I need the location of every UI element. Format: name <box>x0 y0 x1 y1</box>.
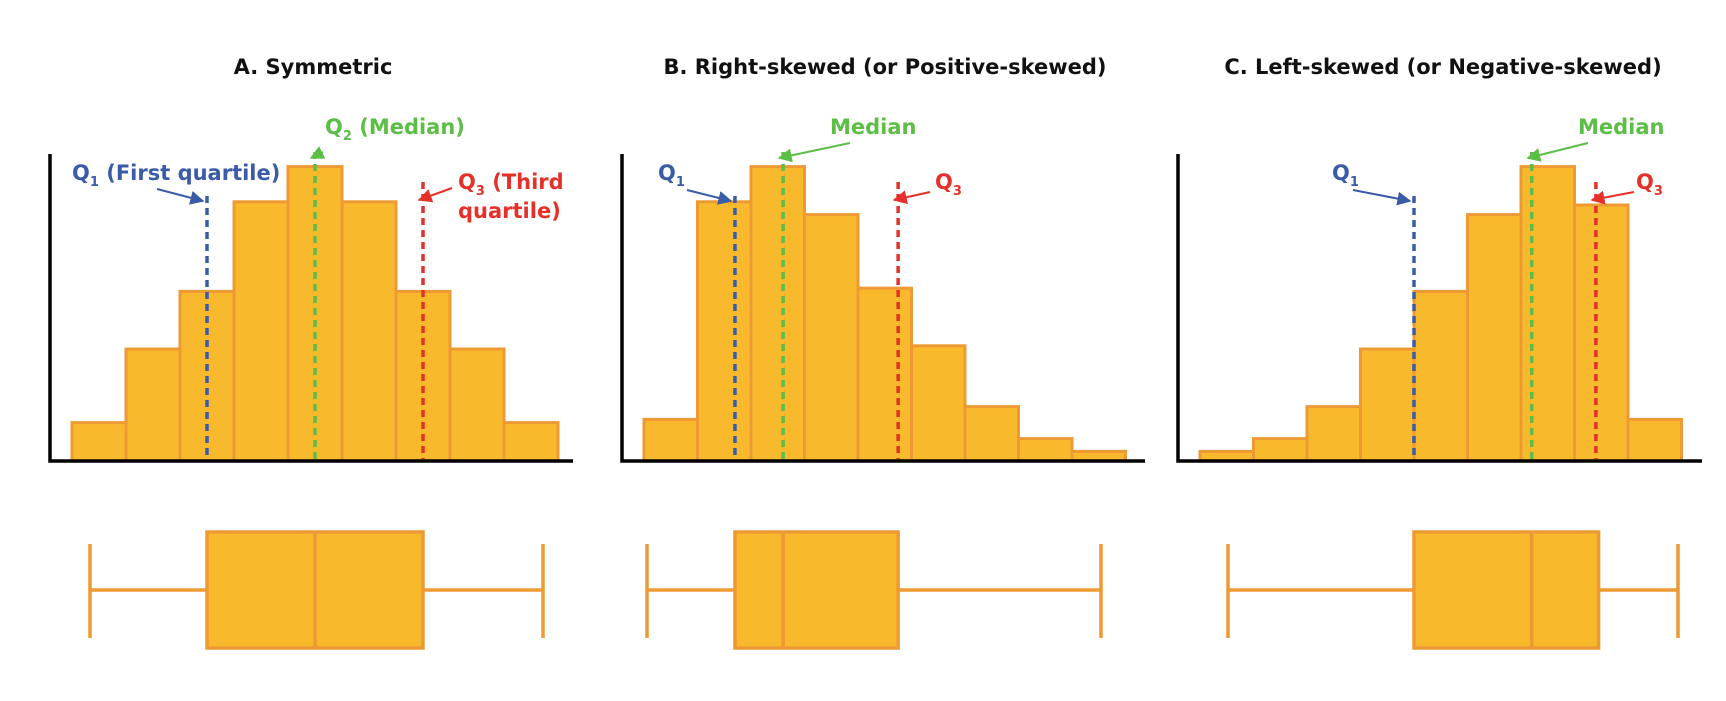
histogram-bar <box>1573 203 1630 463</box>
q3-label-main: Q <box>935 170 953 194</box>
panel-right-skewed: B. Right-skewed (or Positive-skewed) Q1M… <box>620 55 1145 650</box>
panel-left-skewed: C. Left-skewed (or Negative-skewed) Q1Me… <box>1176 55 1702 650</box>
panel-title: C. Left-skewed (or Negative-skewed) <box>1224 55 1661 79</box>
box-iqr <box>1412 530 1601 650</box>
box-plot <box>1226 530 1680 650</box>
median-arrow <box>309 146 326 159</box>
histogram-bar <box>70 421 128 463</box>
histogram-bar <box>1359 347 1416 463</box>
q1-label: Q1 <box>658 161 685 190</box>
q1-label: Q1 <box>1332 161 1359 190</box>
median-label: Median <box>1578 115 1665 139</box>
histogram-bar <box>124 347 182 463</box>
q3-label-subscript: 3 <box>1654 184 1663 199</box>
median-arrow <box>1526 142 1589 162</box>
histogram-bar <box>1466 213 1523 463</box>
box-plot <box>645 530 1103 650</box>
median-label: Median <box>830 115 917 139</box>
box-iqr <box>733 530 900 650</box>
q1-label-rest: (First quartile) <box>99 161 280 185</box>
q1-arrow <box>156 188 205 205</box>
histogram-bar <box>340 200 398 463</box>
histogram-bar <box>642 417 699 463</box>
q1-label-subscript: 1 <box>676 175 685 190</box>
q3-label: Q3 <box>935 170 962 199</box>
histogram-bar <box>502 421 560 463</box>
histogram-bar <box>232 200 290 463</box>
q3-label-subscript: 3 <box>476 184 485 199</box>
q3-label: Q3 <box>1636 170 1663 199</box>
histogram-bar <box>749 165 806 463</box>
median-label: Q2 (Median) <box>325 115 465 144</box>
histogram-bars <box>1198 165 1683 463</box>
q1-label-main: Q <box>1332 161 1350 185</box>
histogram-bar <box>1412 289 1469 463</box>
q1-label-subscript: 1 <box>1350 175 1359 190</box>
histogram-bar <box>1017 437 1074 463</box>
median-label-main: Median <box>1578 115 1665 139</box>
histogram-bars <box>70 165 560 463</box>
histogram-bar <box>1519 165 1576 463</box>
q3-label: Q3 (Third <box>458 170 564 199</box>
q3-label-subscript: 3 <box>953 184 962 199</box>
median-arrow <box>777 142 851 163</box>
histogram-bar <box>1305 405 1362 463</box>
panel-symmetric: A. Symmetric Q1 (First quartile)Q2 (Medi… <box>48 55 573 650</box>
q3-arrow <box>417 187 453 203</box>
panel-title: B. Right-skewed (or Positive-skewed) <box>663 55 1106 79</box>
histogram-bar <box>963 405 1020 463</box>
histogram-bar <box>1252 437 1309 463</box>
box-plot <box>88 530 545 650</box>
axis-lines <box>48 154 573 463</box>
median-label-main: Q <box>325 115 343 139</box>
q1-arrow <box>1352 189 1412 206</box>
q3-label-rest: (Third <box>485 170 564 194</box>
q3-label-main: Q <box>1636 170 1654 194</box>
q1-label: Q1 (First quartile) <box>72 161 280 190</box>
histogram-bar <box>856 286 913 463</box>
q1-label-subscript: 1 <box>90 175 99 190</box>
histogram-bar <box>448 347 506 463</box>
histogram-bars <box>642 165 1127 463</box>
median-label-rest: (Median) <box>352 115 465 139</box>
axis-lines <box>620 154 1145 463</box>
histogram-bar <box>803 213 860 463</box>
q1-label-main: Q <box>72 161 90 185</box>
q3-label-line2: quartile) <box>458 199 561 223</box>
histogram-bar <box>696 200 753 463</box>
axis-lines <box>1176 154 1702 463</box>
q3-arrow <box>892 190 931 205</box>
q3-label-main: Q <box>458 170 476 194</box>
histogram-bar <box>910 344 967 463</box>
q1-label-main: Q <box>658 161 676 185</box>
median-label-subscript: 2 <box>343 129 352 144</box>
q1-arrow <box>686 189 733 205</box>
median-label-main: Median <box>830 115 917 139</box>
histogram-bar <box>1626 417 1683 463</box>
panel-title: A. Symmetric <box>234 55 393 79</box>
q3-arrow <box>1590 190 1635 205</box>
